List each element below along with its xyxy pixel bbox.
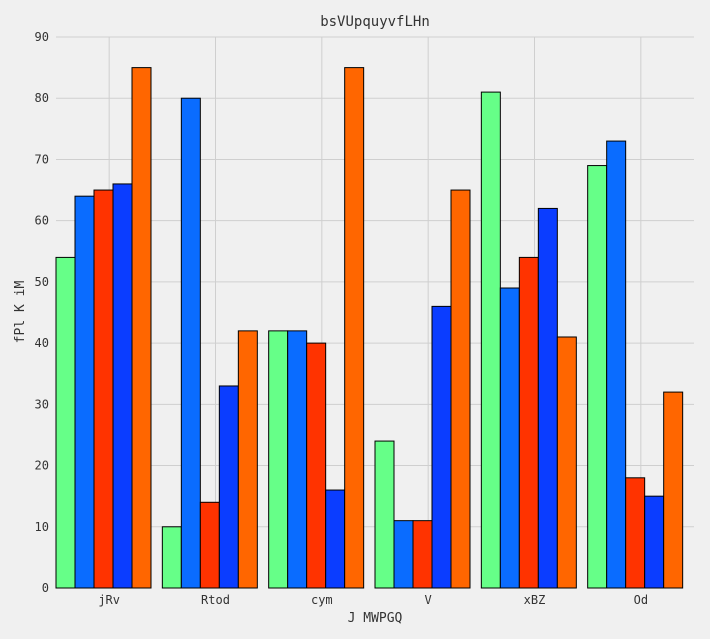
bar-Od-series-3 xyxy=(625,477,646,589)
bar-cym-series-3 xyxy=(306,342,327,589)
y-tick-labels: 0 10 20 30 40 50 60 70 80 90 xyxy=(35,30,49,595)
bar-Od-series-2 xyxy=(606,140,627,589)
bar-V-series-4 xyxy=(431,305,452,589)
bar-xBZ-series-1 xyxy=(480,91,501,589)
bar-Od-series-5 xyxy=(663,391,684,589)
x-axis-label: J MWPGQ xyxy=(348,611,403,626)
bar-cym-series-2 xyxy=(287,330,308,589)
y-tick-label: 80 xyxy=(35,91,49,105)
chart-title: bsVUpquyvfLHn xyxy=(320,14,430,30)
bar-cym-series-4 xyxy=(325,489,346,589)
bar-jRv-series-4 xyxy=(112,183,133,589)
y-tick-label: 90 xyxy=(35,30,49,44)
y-tick-label: 10 xyxy=(35,520,49,534)
y-tick-label: 0 xyxy=(42,581,49,595)
bar-V-series-3 xyxy=(412,520,433,589)
bar-Od-series-1 xyxy=(587,165,608,589)
y-tick-label: 50 xyxy=(35,275,49,289)
bar-Rtod-series-2 xyxy=(180,97,201,589)
bars xyxy=(55,67,684,589)
bar-cym-series-5 xyxy=(344,67,365,589)
bar-cym-series-1 xyxy=(268,330,289,589)
bar-jRv-series-5 xyxy=(131,67,152,589)
bar-V-series-5 xyxy=(450,189,471,589)
bar-xBZ-series-2 xyxy=(499,287,520,589)
y-tick-label: 60 xyxy=(35,214,49,228)
x-tick-label: Od xyxy=(634,593,648,607)
bar-Od-series-4 xyxy=(644,495,665,589)
bar-jRv-series-1 xyxy=(55,256,76,589)
x-tick-label: cym xyxy=(311,593,333,607)
x-tick-label: Rtod xyxy=(201,593,230,607)
bar-jRv-series-2 xyxy=(74,195,95,589)
bar-V-series-2 xyxy=(393,520,414,589)
bar-xBZ-series-3 xyxy=(518,256,539,589)
x-tick-label: V xyxy=(425,593,432,607)
bar-V-series-1 xyxy=(374,440,395,589)
y-axis-label: fPl K iM xyxy=(13,281,28,344)
bar-xBZ-series-4 xyxy=(537,207,558,589)
bar-Rtod-series-4 xyxy=(218,385,239,589)
bar-Rtod-series-1 xyxy=(161,526,182,589)
x-tick-label: jRv xyxy=(98,593,120,607)
y-tick-label: 70 xyxy=(35,152,49,166)
y-tick-label: 20 xyxy=(35,459,49,473)
x-tick-label: xBZ xyxy=(524,593,546,607)
bar-jRv-series-3 xyxy=(93,189,114,589)
bar-xBZ-series-5 xyxy=(556,336,577,589)
y-tick-label: 30 xyxy=(35,397,49,411)
y-tick-label: 40 xyxy=(35,336,49,350)
bar-Rtod-series-5 xyxy=(237,330,258,589)
bar-Rtod-series-3 xyxy=(199,501,220,589)
